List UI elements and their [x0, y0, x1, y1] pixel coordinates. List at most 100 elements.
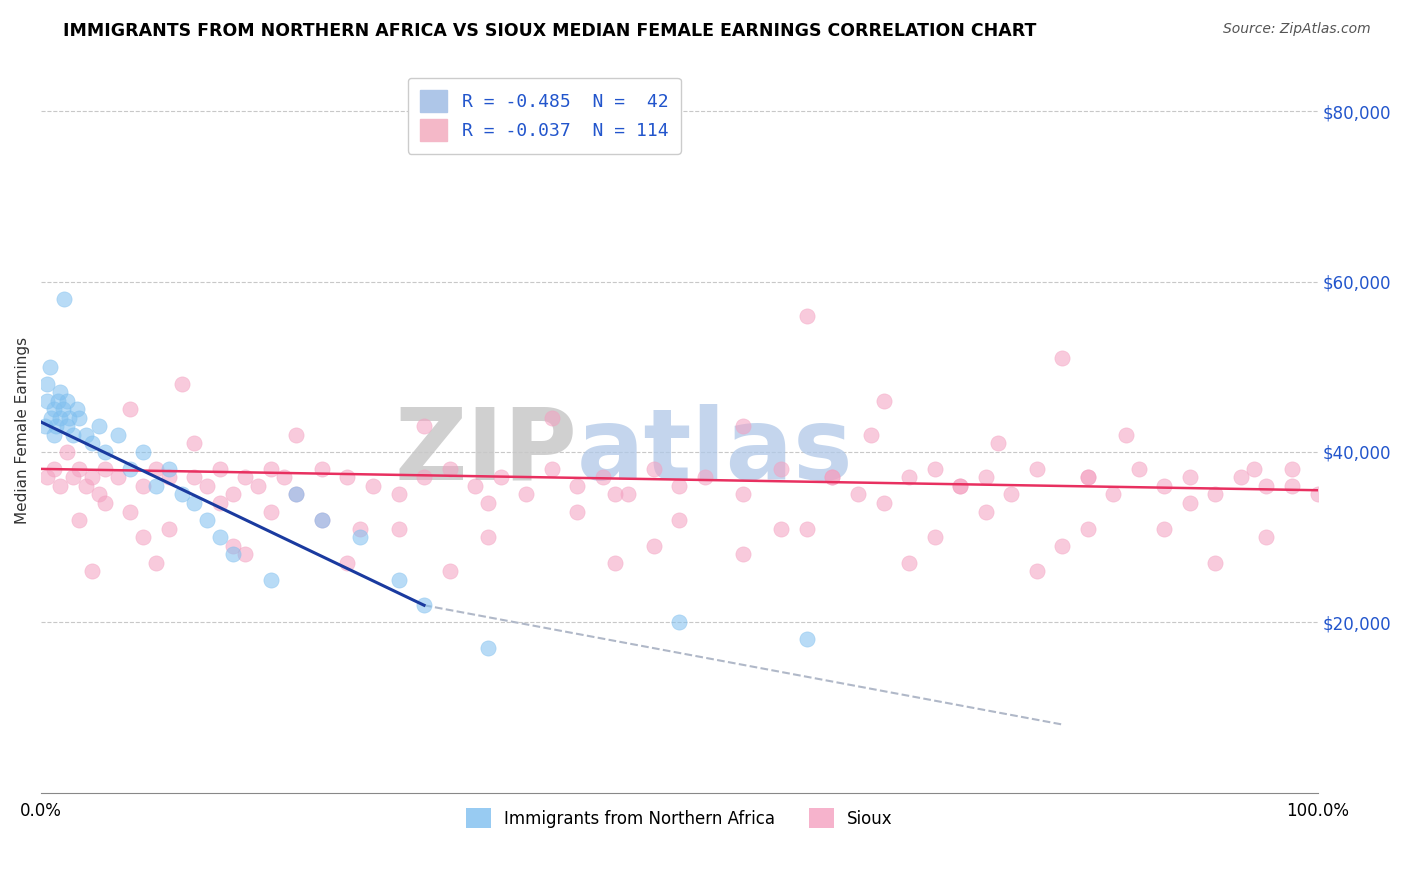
Text: Source: ZipAtlas.com: Source: ZipAtlas.com	[1223, 22, 1371, 37]
Point	[157, 470, 180, 484]
Point	[693, 470, 716, 484]
Point	[1281, 479, 1303, 493]
Point	[37, 470, 59, 484]
Point	[1204, 556, 1226, 570]
Point	[1243, 462, 1265, 476]
Point	[75, 479, 97, 493]
Point	[668, 479, 690, 493]
Point	[796, 522, 818, 536]
Point	[273, 470, 295, 484]
Point	[567, 479, 589, 493]
Point	[260, 573, 283, 587]
Point	[311, 513, 333, 527]
Point	[821, 470, 844, 484]
Point	[949, 479, 972, 493]
Point	[87, 487, 110, 501]
Point	[195, 513, 218, 527]
Point	[41, 410, 63, 425]
Point	[1102, 487, 1125, 501]
Point	[898, 556, 921, 570]
Point	[221, 487, 243, 501]
Point	[898, 470, 921, 484]
Point	[605, 556, 627, 570]
Point	[1052, 351, 1074, 366]
Point	[605, 487, 627, 501]
Point	[285, 487, 308, 501]
Point	[221, 547, 243, 561]
Point	[94, 496, 117, 510]
Point	[132, 445, 155, 459]
Point	[52, 402, 75, 417]
Point	[1077, 470, 1099, 484]
Point	[515, 487, 537, 501]
Point	[949, 479, 972, 493]
Point	[872, 393, 894, 408]
Point	[82, 436, 104, 450]
Point	[821, 470, 844, 484]
Point	[439, 564, 461, 578]
Point	[643, 539, 665, 553]
Point	[1178, 496, 1201, 510]
Point	[49, 385, 72, 400]
Point	[733, 419, 755, 434]
Point	[1052, 539, 1074, 553]
Point	[157, 522, 180, 536]
Point	[107, 427, 129, 442]
Text: IMMIGRANTS FROM NORTHERN AFRICA VS SIOUX MEDIAN FEMALE EARNINGS CORRELATION CHAR: IMMIGRANTS FROM NORTHERN AFRICA VS SIOUX…	[63, 22, 1036, 40]
Point	[55, 419, 77, 434]
Point	[82, 564, 104, 578]
Point	[42, 402, 65, 417]
Point	[1281, 462, 1303, 476]
Point	[247, 479, 270, 493]
Point	[285, 427, 308, 442]
Point	[233, 547, 256, 561]
Point	[183, 496, 205, 510]
Point	[62, 470, 84, 484]
Point	[540, 410, 562, 425]
Point	[39, 359, 62, 374]
Point	[120, 504, 142, 518]
Point	[987, 436, 1010, 450]
Point	[1077, 522, 1099, 536]
Point	[477, 640, 499, 655]
Point	[120, 462, 142, 476]
Text: ZIP: ZIP	[394, 404, 578, 500]
Point	[157, 462, 180, 476]
Point	[387, 487, 409, 501]
Point	[208, 496, 231, 510]
Point	[1077, 470, 1099, 484]
Point	[1256, 530, 1278, 544]
Point	[145, 556, 167, 570]
Point	[349, 530, 371, 544]
Point	[540, 462, 562, 476]
Point	[120, 402, 142, 417]
Point	[477, 530, 499, 544]
Point	[183, 470, 205, 484]
Text: atlas: atlas	[578, 404, 853, 500]
Point	[1153, 522, 1175, 536]
Point	[770, 522, 793, 536]
Point	[361, 479, 384, 493]
Point	[872, 496, 894, 510]
Point	[387, 522, 409, 536]
Point	[62, 427, 84, 442]
Point	[336, 556, 359, 570]
Point	[42, 427, 65, 442]
Point	[1256, 479, 1278, 493]
Point	[208, 462, 231, 476]
Point	[170, 376, 193, 391]
Point	[82, 470, 104, 484]
Point	[924, 530, 946, 544]
Point	[477, 496, 499, 510]
Point	[45, 419, 67, 434]
Point	[567, 504, 589, 518]
Point	[489, 470, 512, 484]
Point	[924, 462, 946, 476]
Point	[336, 470, 359, 484]
Point	[413, 599, 436, 613]
Point	[55, 393, 77, 408]
Point	[668, 615, 690, 630]
Point	[75, 427, 97, 442]
Point	[132, 479, 155, 493]
Point	[1306, 487, 1329, 501]
